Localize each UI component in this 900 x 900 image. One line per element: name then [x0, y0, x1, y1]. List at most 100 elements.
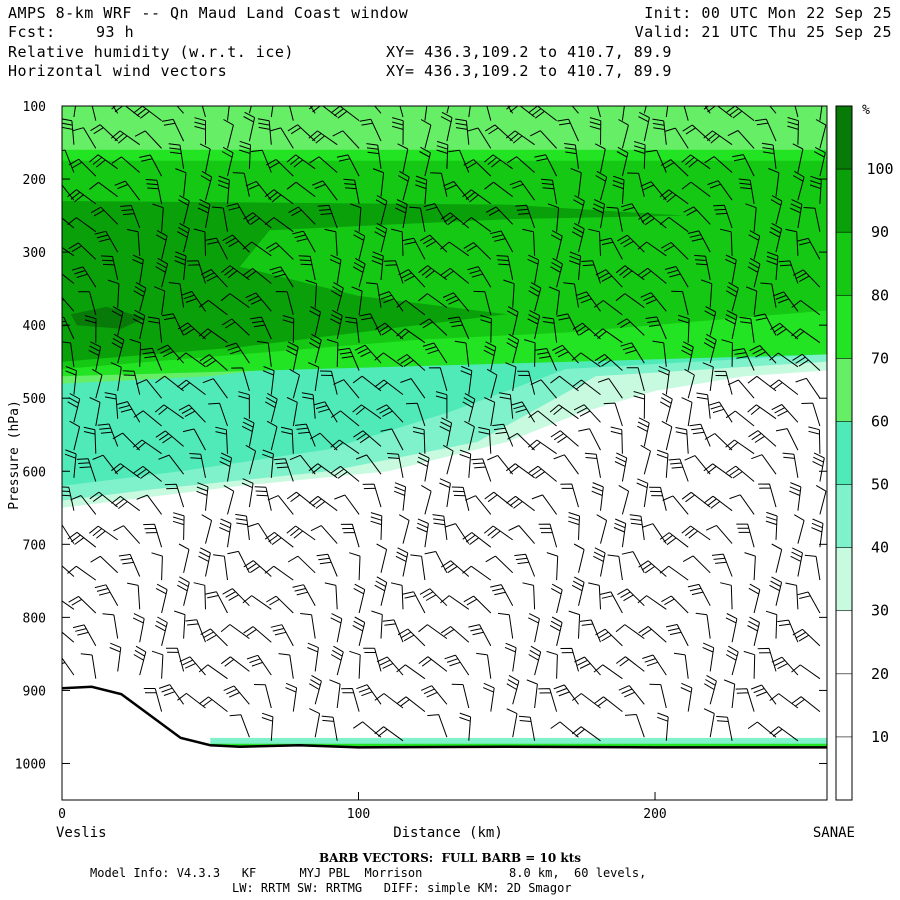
wind-barb — [292, 584, 316, 606]
wind-barb — [91, 368, 103, 399]
wind-barb — [792, 353, 821, 371]
wind-barb — [199, 354, 228, 371]
y-tick-label: 500 — [23, 392, 46, 407]
wind-barb — [241, 417, 255, 447]
wind-barb — [468, 624, 492, 647]
wind-barb — [111, 106, 141, 118]
wind-barb — [172, 512, 185, 540]
wind-barb — [354, 344, 382, 364]
wind-barb — [596, 514, 608, 544]
wind-barb — [155, 230, 168, 260]
wind-barb — [769, 726, 799, 742]
wind-barb — [69, 420, 81, 451]
model-info-2: LW: RRTM SW: RRTMG DIFF: simple KM: 2D S… — [232, 881, 572, 895]
wind-barb — [168, 282, 185, 308]
wind-barb — [421, 484, 432, 515]
wind-barb — [573, 404, 601, 423]
wind-barb — [524, 339, 536, 367]
wind-barb — [313, 401, 338, 423]
wind-barb — [176, 352, 206, 368]
wind-barb — [330, 613, 343, 643]
wind-barb — [638, 560, 667, 577]
wind-barb — [719, 228, 733, 256]
wind-barb — [110, 362, 122, 391]
wind-barb — [707, 180, 733, 201]
wind-barb — [541, 178, 558, 204]
wind-barb — [374, 693, 404, 709]
wind-barb — [62, 341, 75, 367]
wind-barb — [804, 554, 821, 581]
wind-barb — [270, 624, 294, 647]
wind-barb — [517, 370, 536, 395]
wind-barb — [528, 281, 542, 312]
wind-barb — [97, 423, 119, 447]
wind-barb — [182, 428, 206, 451]
wind-barb — [72, 624, 97, 647]
wind-barb — [548, 286, 560, 315]
wind-barb — [405, 402, 426, 427]
wind-barb — [375, 322, 404, 340]
wind-barb — [792, 170, 805, 201]
wind-barb — [716, 715, 733, 741]
wind-barb — [396, 664, 426, 680]
wind-barb — [432, 514, 448, 540]
wind-barb — [310, 525, 338, 544]
wind-barb — [579, 619, 601, 643]
wind-barb — [506, 495, 535, 512]
wind-barb — [640, 444, 651, 475]
wind-barb — [633, 391, 646, 419]
wind-barb — [429, 172, 448, 197]
wind-barb — [732, 154, 755, 177]
wind-barb — [62, 657, 75, 676]
wind-barb — [286, 154, 316, 170]
wind-barb — [307, 362, 320, 391]
wind-barb — [111, 463, 140, 479]
wind-barb — [593, 547, 606, 577]
wind-barb — [62, 565, 75, 577]
wind-barb — [223, 119, 234, 149]
wind-barb — [575, 291, 601, 312]
wind-barb — [242, 595, 272, 610]
wind-barb — [154, 404, 184, 420]
wind-barb — [506, 674, 520, 705]
wind-barb — [94, 230, 119, 253]
wind-barb — [659, 532, 689, 548]
wind-barb — [549, 404, 579, 420]
wind-barb — [629, 514, 645, 540]
wind-barb — [111, 306, 124, 336]
wind-barb — [420, 685, 448, 705]
wind-barb — [68, 158, 97, 177]
wind-barb — [797, 237, 821, 260]
wind-barb — [463, 242, 492, 260]
x-axis-label: Distance (km) — [393, 825, 503, 841]
wind-barb — [221, 318, 250, 336]
wind-barb — [723, 679, 736, 709]
wind-barb — [264, 392, 278, 423]
wind-barb — [787, 117, 799, 145]
wind-barb — [215, 426, 228, 454]
wind-barb — [725, 613, 738, 643]
wind-barb — [462, 532, 492, 548]
wind-barb — [490, 584, 514, 606]
wind-barb — [393, 482, 407, 511]
wind-barb — [397, 143, 409, 173]
wind-barb — [132, 613, 145, 643]
wind-barb — [720, 582, 733, 610]
wind-barb — [92, 454, 119, 475]
wind-barb — [727, 379, 755, 399]
wind-barb — [726, 465, 755, 482]
wind-barb — [89, 154, 118, 170]
wind-barb — [794, 106, 799, 118]
wind-barb — [672, 106, 689, 121]
wind-barb — [564, 143, 579, 169]
wind-barb — [747, 257, 761, 288]
wind-barb — [418, 293, 448, 309]
wind-barb — [384, 260, 404, 284]
wind-barb — [374, 352, 404, 368]
rh-region-100-110 — [70, 306, 145, 329]
wind-barb — [813, 146, 826, 177]
wind-barb — [330, 106, 360, 121]
wind-barb — [196, 482, 209, 511]
wind-barb — [350, 203, 362, 232]
wind-barb — [775, 428, 799, 451]
